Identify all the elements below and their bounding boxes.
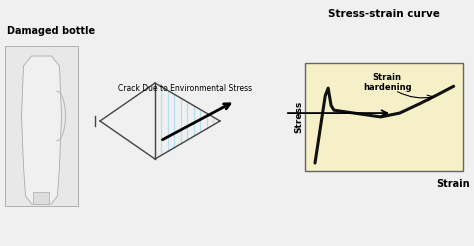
Polygon shape [21,56,62,204]
Text: Crack Due to Environmental Stress: Crack Due to Environmental Stress [118,84,252,93]
Bar [305,63,463,171]
Text: Damaged bottle: Damaged bottle [7,26,95,36]
Text: Strain: Strain [436,179,470,189]
Bar [5,46,78,206]
Bar [34,192,49,204]
Text: Strain
hardening: Strain hardening [363,73,411,92]
Text: Stress: Stress [294,101,303,133]
Text: Stress-strain curve: Stress-strain curve [328,9,440,19]
